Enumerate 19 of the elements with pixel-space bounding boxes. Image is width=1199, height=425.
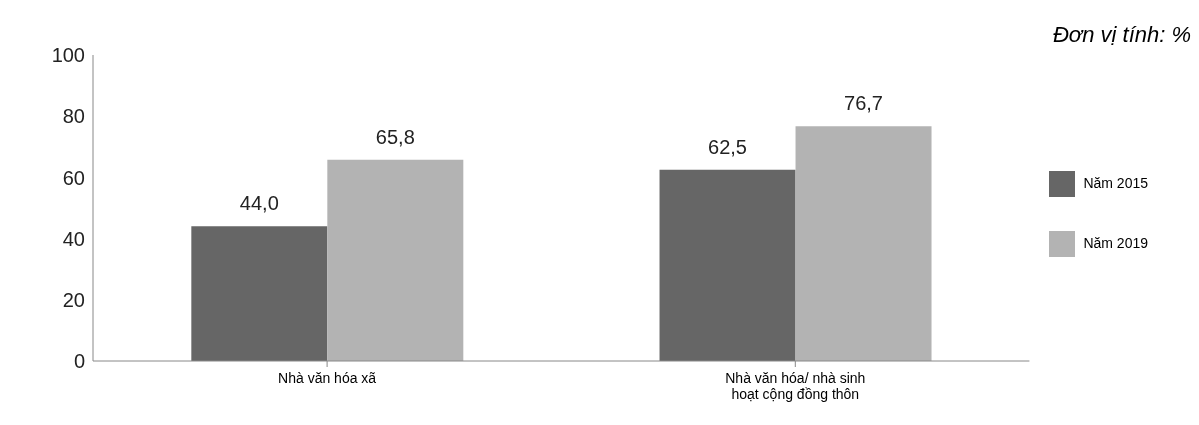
legend-label: Năm 2015 [1083,175,1148,191]
bar [327,159,464,361]
y-tick-label: 0 [73,350,85,373]
bar [659,169,796,361]
y-tick-label: 80 [62,105,85,128]
bar [795,126,932,361]
legend-label: Năm 2019 [1083,235,1148,251]
y-tick-label: 20 [62,288,85,311]
y-tick-label: 60 [62,166,85,189]
data-label: 44,0 [239,192,279,215]
y-tick-label: 100 [51,44,85,67]
data-label: 65,8 [375,125,415,148]
data-label: 76,7 [844,92,883,115]
bar [191,226,328,361]
y-tick-label: 40 [62,227,85,250]
x-tick-label: Nhà văn hóa xã [278,370,377,386]
x-tick-label: Nhà văn hóa/ nhà sinh hoạt cộng đồng thôn [725,370,866,402]
text: Đơn vị tính: % [1052,22,1191,48]
data-label: 62,5 [708,135,747,158]
